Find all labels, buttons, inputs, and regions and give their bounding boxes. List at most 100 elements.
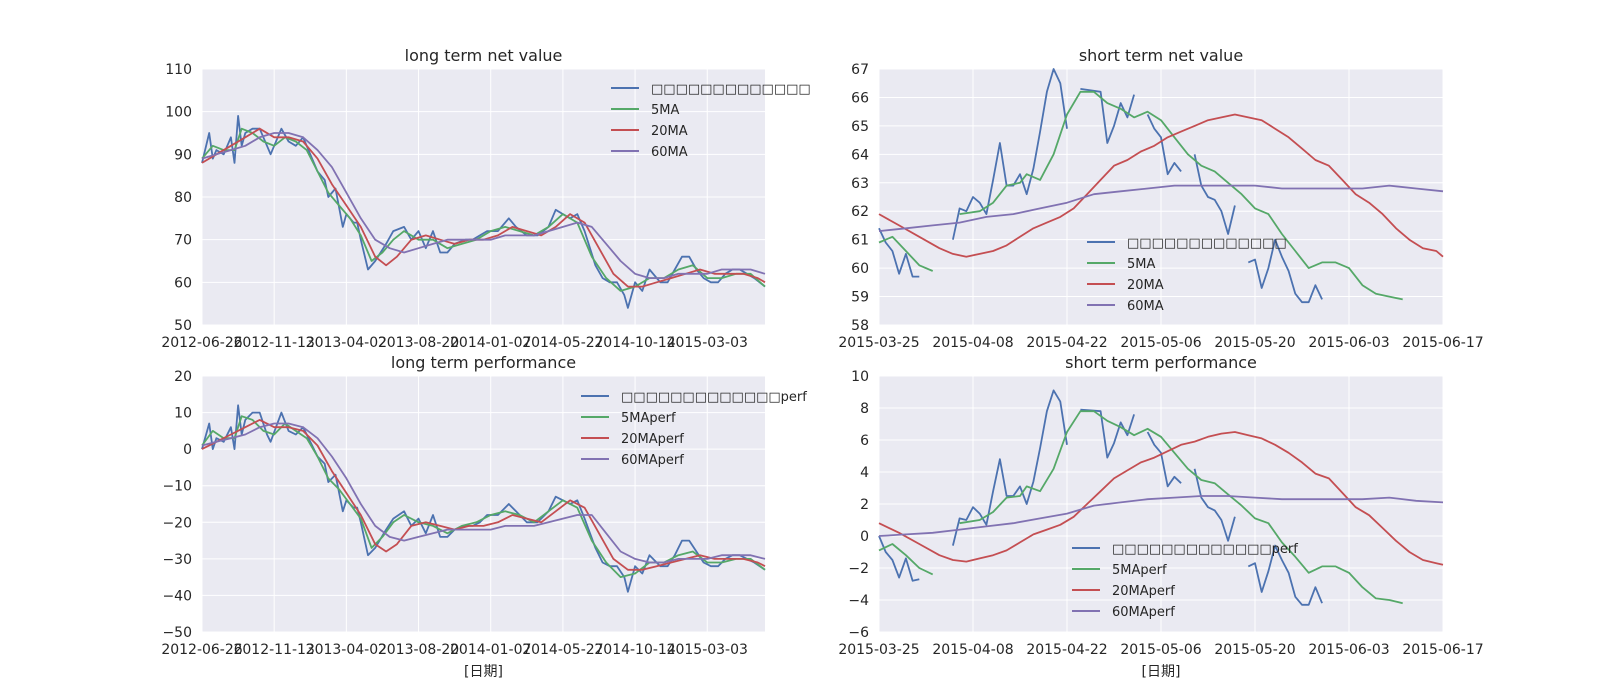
x-tick-label: 2014-10-14 — [594, 642, 675, 658]
y-tick-label: 10 — [174, 406, 192, 422]
legend-label: □□□□□□□□□□□□□ — [1127, 236, 1287, 251]
legend-label: 60MA — [1127, 299, 1164, 314]
y-tick-label: 4 — [860, 465, 869, 481]
y-tick-label: −2 — [848, 561, 869, 577]
x-tick-label: 2014-01-07 — [450, 642, 531, 658]
x-tick-label: 2015-06-03 — [1308, 642, 1389, 658]
y-tick-label: 70 — [174, 233, 192, 249]
series-line-2 — [878, 90, 1403, 301]
chart-panel-short-net: 58 59 60 61 62 63 64 65 66 67 2015-03-25 2015-04-08… — [838, 46, 1483, 351]
y-tick-label: 110 — [165, 62, 192, 78]
y-tick-label: 50 — [174, 318, 192, 334]
legend: □□□□□□□□□□□□□ 5MA 20MA 60MA — [1087, 236, 1287, 314]
y-tick-label: 59 — [851, 290, 869, 306]
x-axis-label: [日期] — [1142, 664, 1181, 680]
series-line-4 — [201, 132, 766, 279]
x-tick-label: 2015-04-22 — [1026, 642, 1107, 658]
x-tick-label: 2015-06-17 — [1402, 642, 1483, 658]
chart-title: long term performance — [391, 353, 576, 372]
y-tick-label: 60 — [851, 261, 869, 277]
x-tick-label: 2013-04-02 — [306, 335, 387, 351]
legend-label: 5MA — [1127, 257, 1155, 272]
x-tick-label: 2015-03-03 — [667, 642, 748, 658]
y-tick-label: −50 — [162, 625, 192, 641]
x-tick-label: 2015-04-22 — [1026, 335, 1107, 351]
y-tick-label: 61 — [851, 233, 869, 249]
x-tick-label: 2012-11-13 — [233, 335, 314, 351]
y-tick-label: 0 — [183, 442, 192, 458]
x-tick-label: 2015-05-06 — [1120, 335, 1201, 351]
y-tick-label: −20 — [162, 515, 192, 531]
x-tick-label: 2014-10-14 — [594, 335, 675, 351]
y-tick-label: 66 — [851, 90, 869, 106]
chart-title: short term performance — [1065, 353, 1257, 372]
plot-area — [202, 376, 765, 632]
y-tick-label: 62 — [851, 204, 869, 220]
y-tick-label: 63 — [851, 176, 869, 192]
y-tick-label: 65 — [851, 119, 869, 135]
y-tick-label: 2 — [860, 497, 869, 513]
x-tick-label: 2015-05-20 — [1214, 642, 1295, 658]
x-tick-label: 2015-03-03 — [667, 335, 748, 351]
y-tick-label: 8 — [860, 401, 869, 417]
legend-label: □□□□□□□□□□□□□ — [651, 82, 811, 97]
y-tick-label: 20 — [174, 369, 192, 385]
legend-label: 60MAperf — [621, 453, 684, 468]
y-tick-label: 0 — [860, 529, 869, 545]
legend-label: 20MAperf — [1112, 584, 1175, 599]
x-tick-label: 2012-06-26 — [161, 335, 242, 351]
series-line-3 — [201, 419, 766, 571]
x-tick-label: 2015-06-17 — [1402, 335, 1483, 351]
y-tick-label: 58 — [851, 318, 869, 334]
chart-title: long term net value — [405, 46, 563, 65]
legend-label: □□□□□□□□□□□□□perf — [1112, 542, 1298, 557]
chart-panel-long-perf: −50 −40 −30 −20 −10 0 10 20 2012-06-262012-11-13… — [161, 353, 807, 680]
y-tick-label: −10 — [162, 479, 192, 495]
series-line-3 — [878, 431, 1444, 566]
series-line-4 — [878, 184, 1444, 232]
chart-title: short term net value — [1079, 46, 1243, 65]
y-tick-label: 6 — [860, 433, 869, 449]
y-tick-label: 90 — [174, 147, 192, 163]
chart-panel-long-net: 50607080901001102012-06-262012-11-132013… — [161, 46, 810, 351]
legend-label: 5MAperf — [1112, 563, 1167, 578]
chart-panel-short-perf: −6 −4 −2 0 2 4 6 8 10 2015-03-25 2015-04-08 2015-04… — [838, 353, 1483, 680]
legend-label: 20MAperf — [621, 432, 684, 447]
y-tick-label: 64 — [851, 147, 869, 163]
x-tick-label: 2015-04-08 — [932, 642, 1013, 658]
x-tick-label: 2013-08-20 — [378, 335, 459, 351]
legend-label: 5MAperf — [621, 411, 676, 426]
legend-label: 60MA — [651, 145, 688, 160]
y-tick-label: −40 — [162, 588, 192, 604]
series-line-4 — [201, 422, 766, 564]
x-axis-label: [日期] — [464, 664, 503, 680]
x-tick-label: 2014-05-27 — [522, 642, 603, 658]
legend: □□□□□□□□□□□□□perf 5MAperf 20MAperf 60MAperf — [581, 390, 807, 468]
y-tick-label: 10 — [851, 369, 869, 385]
y-tick-label: 60 — [174, 275, 192, 291]
y-tick-label: 80 — [174, 190, 192, 206]
legend-label: 60MAperf — [1112, 605, 1175, 620]
x-tick-label: 2014-01-07 — [450, 335, 531, 351]
x-tick-label: 2015-05-06 — [1120, 642, 1201, 658]
x-tick-label: 2015-03-25 — [838, 335, 919, 351]
x-tick-label: 2014-05-27 — [522, 335, 603, 351]
x-tick-label: 2015-04-08 — [932, 335, 1013, 351]
legend-label: □□□□□□□□□□□□□perf — [621, 390, 807, 405]
x-tick-label: 2012-11-13 — [233, 642, 314, 658]
x-tick-label: 2015-05-20 — [1214, 335, 1295, 351]
y-tick-label: −30 — [162, 552, 192, 568]
x-tick-label: 2012-06-26 — [161, 642, 242, 658]
y-tick-label: −4 — [848, 593, 869, 609]
legend: □□□□□□□□□□□□□ 5MA 20MA 60MA — [611, 82, 811, 160]
x-tick-label: 2013-08-20 — [378, 642, 459, 658]
legend: □□□□□□□□□□□□□perf 5MAperf 20MAperf 60MAperf — [1072, 542, 1298, 620]
legend-label: 20MA — [651, 124, 688, 139]
legend-label: 20MA — [1127, 278, 1164, 293]
series-line-2 — [878, 410, 1403, 605]
series-line-1 — [878, 389, 1323, 606]
y-tick-label: −6 — [848, 625, 869, 641]
series-line-4 — [878, 495, 1444, 537]
x-tick-label: 2013-04-02 — [306, 642, 387, 658]
